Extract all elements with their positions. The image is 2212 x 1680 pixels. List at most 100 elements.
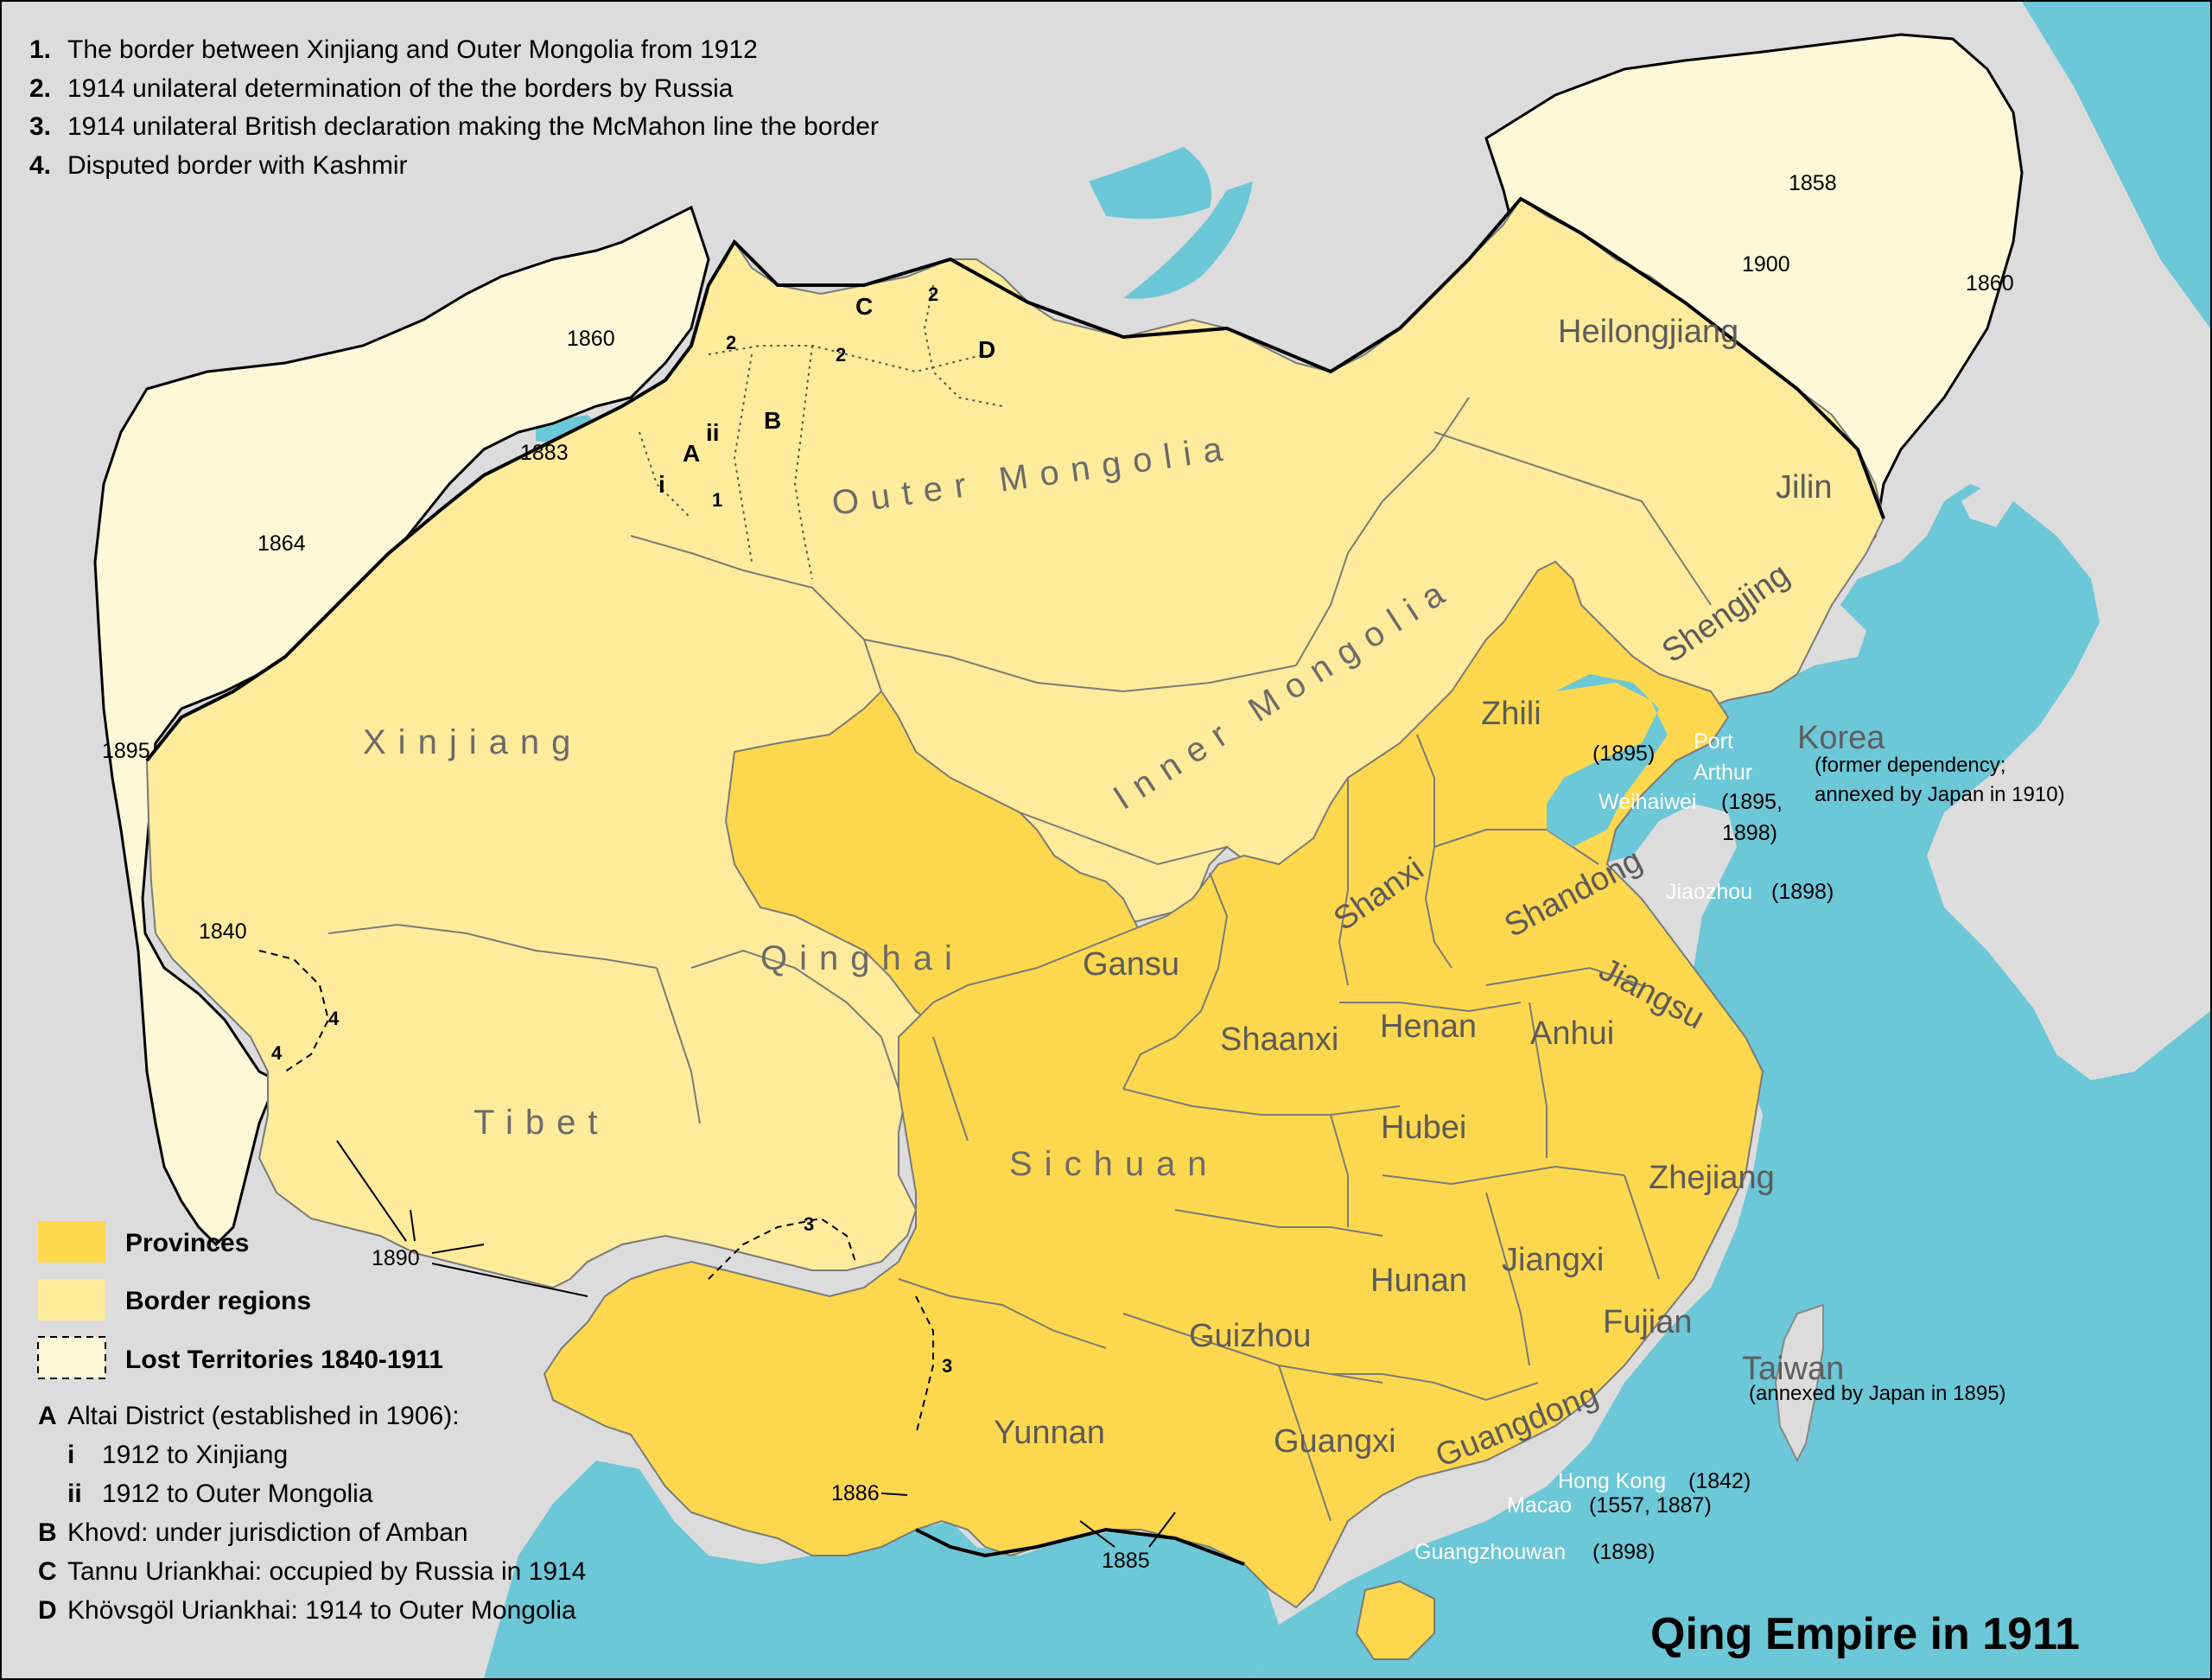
province-yunnan: Yunnan	[994, 1415, 1105, 1451]
note-4-num: 4.	[29, 151, 51, 180]
taiwan-sub: (annexed by Japan in 1895)	[1749, 1382, 2006, 1405]
port-arthur-label-2: Arthur	[1694, 760, 1752, 785]
legend-swatch-lost-territories	[37, 1336, 106, 1379]
internal-borders	[327, 397, 1712, 1522]
year-1885: 1885	[1102, 1549, 1150, 1573]
note-2-text: 1914 unilateral determination of the the…	[67, 74, 734, 103]
korea-sub-1: (former dependency;	[1815, 754, 2005, 777]
footnote-B-text: Khovd: under jurisdiction of Amban	[67, 1518, 468, 1547]
legend-swatch-provinces	[38, 1221, 105, 1263]
region-tibet: Tibet	[474, 1104, 609, 1142]
note-1-text: The border between Xinjiang and Outer Mo…	[67, 35, 758, 64]
foreign-land-east	[1936, 449, 2210, 1054]
macao-label: Macao	[1507, 1493, 1572, 1518]
marker-D: D	[978, 336, 995, 363]
province-hubei: Hubei	[1381, 1110, 1466, 1146]
marker-ii: ii	[706, 419, 720, 446]
note-4-text: Disputed border with Kashmir	[67, 151, 408, 180]
note-1-num: 1.	[29, 35, 51, 64]
macao-date: (1557, 1887)	[1589, 1493, 1712, 1518]
year-1900: 1900	[1742, 252, 1790, 277]
taiwan-name: Taiwan	[1742, 1351, 1844, 1387]
footnote-D-key: D	[38, 1596, 57, 1625]
bohai-sea	[1547, 674, 1668, 847]
province-heilongjiang: Heilongjiang	[1558, 314, 1738, 350]
guangzhouwan-label: Guangzhouwan	[1414, 1540, 1566, 1564]
year-1886: 1886	[831, 1481, 880, 1505]
year-1890: 1890	[372, 1246, 420, 1270]
port-arthur-label-1: Port	[1694, 729, 1733, 754]
footnote-ii-text: 1912 to Outer Mongolia	[102, 1480, 373, 1508]
weihaiwei-date-1: (1895,	[1721, 790, 1783, 814]
leader-lines	[336, 1140, 1176, 1548]
province-jiangxi: Jiangxi	[1502, 1242, 1604, 1278]
marker-4a: 4	[328, 1008, 340, 1029]
marker-3b: 3	[942, 1355, 952, 1377]
footnote-ii-key: ii	[67, 1480, 82, 1508]
hong-kong-date: (1842)	[1688, 1469, 1751, 1493]
guangzhouwan-date: (1898)	[1592, 1540, 1655, 1564]
region-qinghai: Qinghai	[760, 939, 964, 977]
footnote-B-key: B	[38, 1518, 57, 1547]
marker-A: A	[683, 440, 700, 467]
marker-3a: 3	[804, 1213, 814, 1235]
province-anhui: Anhui	[1530, 1015, 1614, 1052]
province-shaanxi: Shaanxi	[1220, 1021, 1338, 1058]
footnote-i-text: 1912 to Xinjiang	[102, 1441, 288, 1469]
year-1895-w: 1895	[102, 739, 150, 763]
province-zhejiang: Zhejiang	[1649, 1160, 1775, 1196]
marker-B: B	[764, 407, 781, 434]
jiaozhou-label: Jiaozhou	[1666, 880, 1752, 904]
province-guizhou: Guizhou	[1189, 1318, 1312, 1354]
note-3-text: 1914 unilateral British declaration maki…	[67, 112, 879, 141]
province-henan: Henan	[1380, 1009, 1477, 1045]
year-1860-ne: 1860	[1966, 271, 2014, 296]
marker-2b: 2	[836, 344, 846, 366]
marker-4b: 4	[271, 1042, 283, 1064]
provinces	[543, 560, 1764, 1660]
taiwan-island	[1774, 1303, 1824, 1463]
year-1860-nw: 1860	[567, 327, 615, 351]
legend-label-border-regions: Border regions	[125, 1287, 311, 1315]
marker-2a: 2	[726, 332, 736, 353]
marker-i: i	[658, 471, 665, 498]
hong-kong-label: Hong Kong	[1558, 1469, 1666, 1493]
year-1858: 1858	[1789, 171, 1837, 195]
year-1840: 1840	[199, 920, 247, 944]
footnote-A-text: Altai District (established in 1906):	[67, 1402, 460, 1430]
year-1883: 1883	[520, 441, 569, 465]
korea-name: Korea	[1797, 720, 1885, 756]
province-zhili: Zhili	[1481, 696, 1541, 732]
marker-1: 1	[712, 489, 722, 511]
empire-border	[145, 196, 1885, 1566]
province-gansu: Gansu	[1083, 946, 1179, 983]
footnote-C-key: C	[38, 1557, 57, 1586]
region-xinjiang: Xinjiang	[363, 723, 582, 761]
province-hunan: Hunan	[1370, 1263, 1467, 1299]
province-guangxi: Guangxi	[1274, 1423, 1396, 1460]
marker-2c: 2	[928, 283, 938, 305]
weihaiwei-date-2: 1898)	[1722, 821, 1777, 845]
korea-sub-2: annexed by Japan in 1910)	[1815, 783, 2065, 806]
dotted-subdivisions	[639, 284, 1003, 580]
legend-label-lost-territories: Lost Territories 1840-1911	[125, 1346, 443, 1374]
weihaiwei-label: Weihaiwei	[1599, 790, 1696, 814]
footnote-D-text: Khövsgöl Uriankhai: 1914 to Outer Mongol…	[67, 1596, 576, 1625]
footnote-C-text: Tannu Uriankhai: occupied by Russia in 1…	[67, 1557, 586, 1586]
year-1895-lease: (1895)	[1592, 741, 1655, 766]
footnote-A-key: A	[38, 1402, 57, 1430]
province-fujian: Fujian	[1603, 1304, 1693, 1340]
province-jilin: Jilin	[1776, 469, 1832, 506]
year-1864: 1864	[257, 531, 306, 556]
jiaozhou-date: (1898)	[1771, 880, 1834, 904]
footnote-i-key: i	[67, 1441, 74, 1469]
marker-C: C	[855, 293, 873, 320]
legend-swatch-border-regions	[38, 1279, 105, 1320]
map-title: Qing Empire in 1911	[1650, 1609, 2080, 1659]
note-3-num: 3.	[29, 112, 51, 141]
lost-borders	[258, 950, 934, 1435]
region-sichuan: Sichuan	[1009, 1145, 1219, 1183]
note-2-num: 2.	[29, 74, 51, 103]
legend-label-provinces: Provinces	[125, 1229, 249, 1257]
